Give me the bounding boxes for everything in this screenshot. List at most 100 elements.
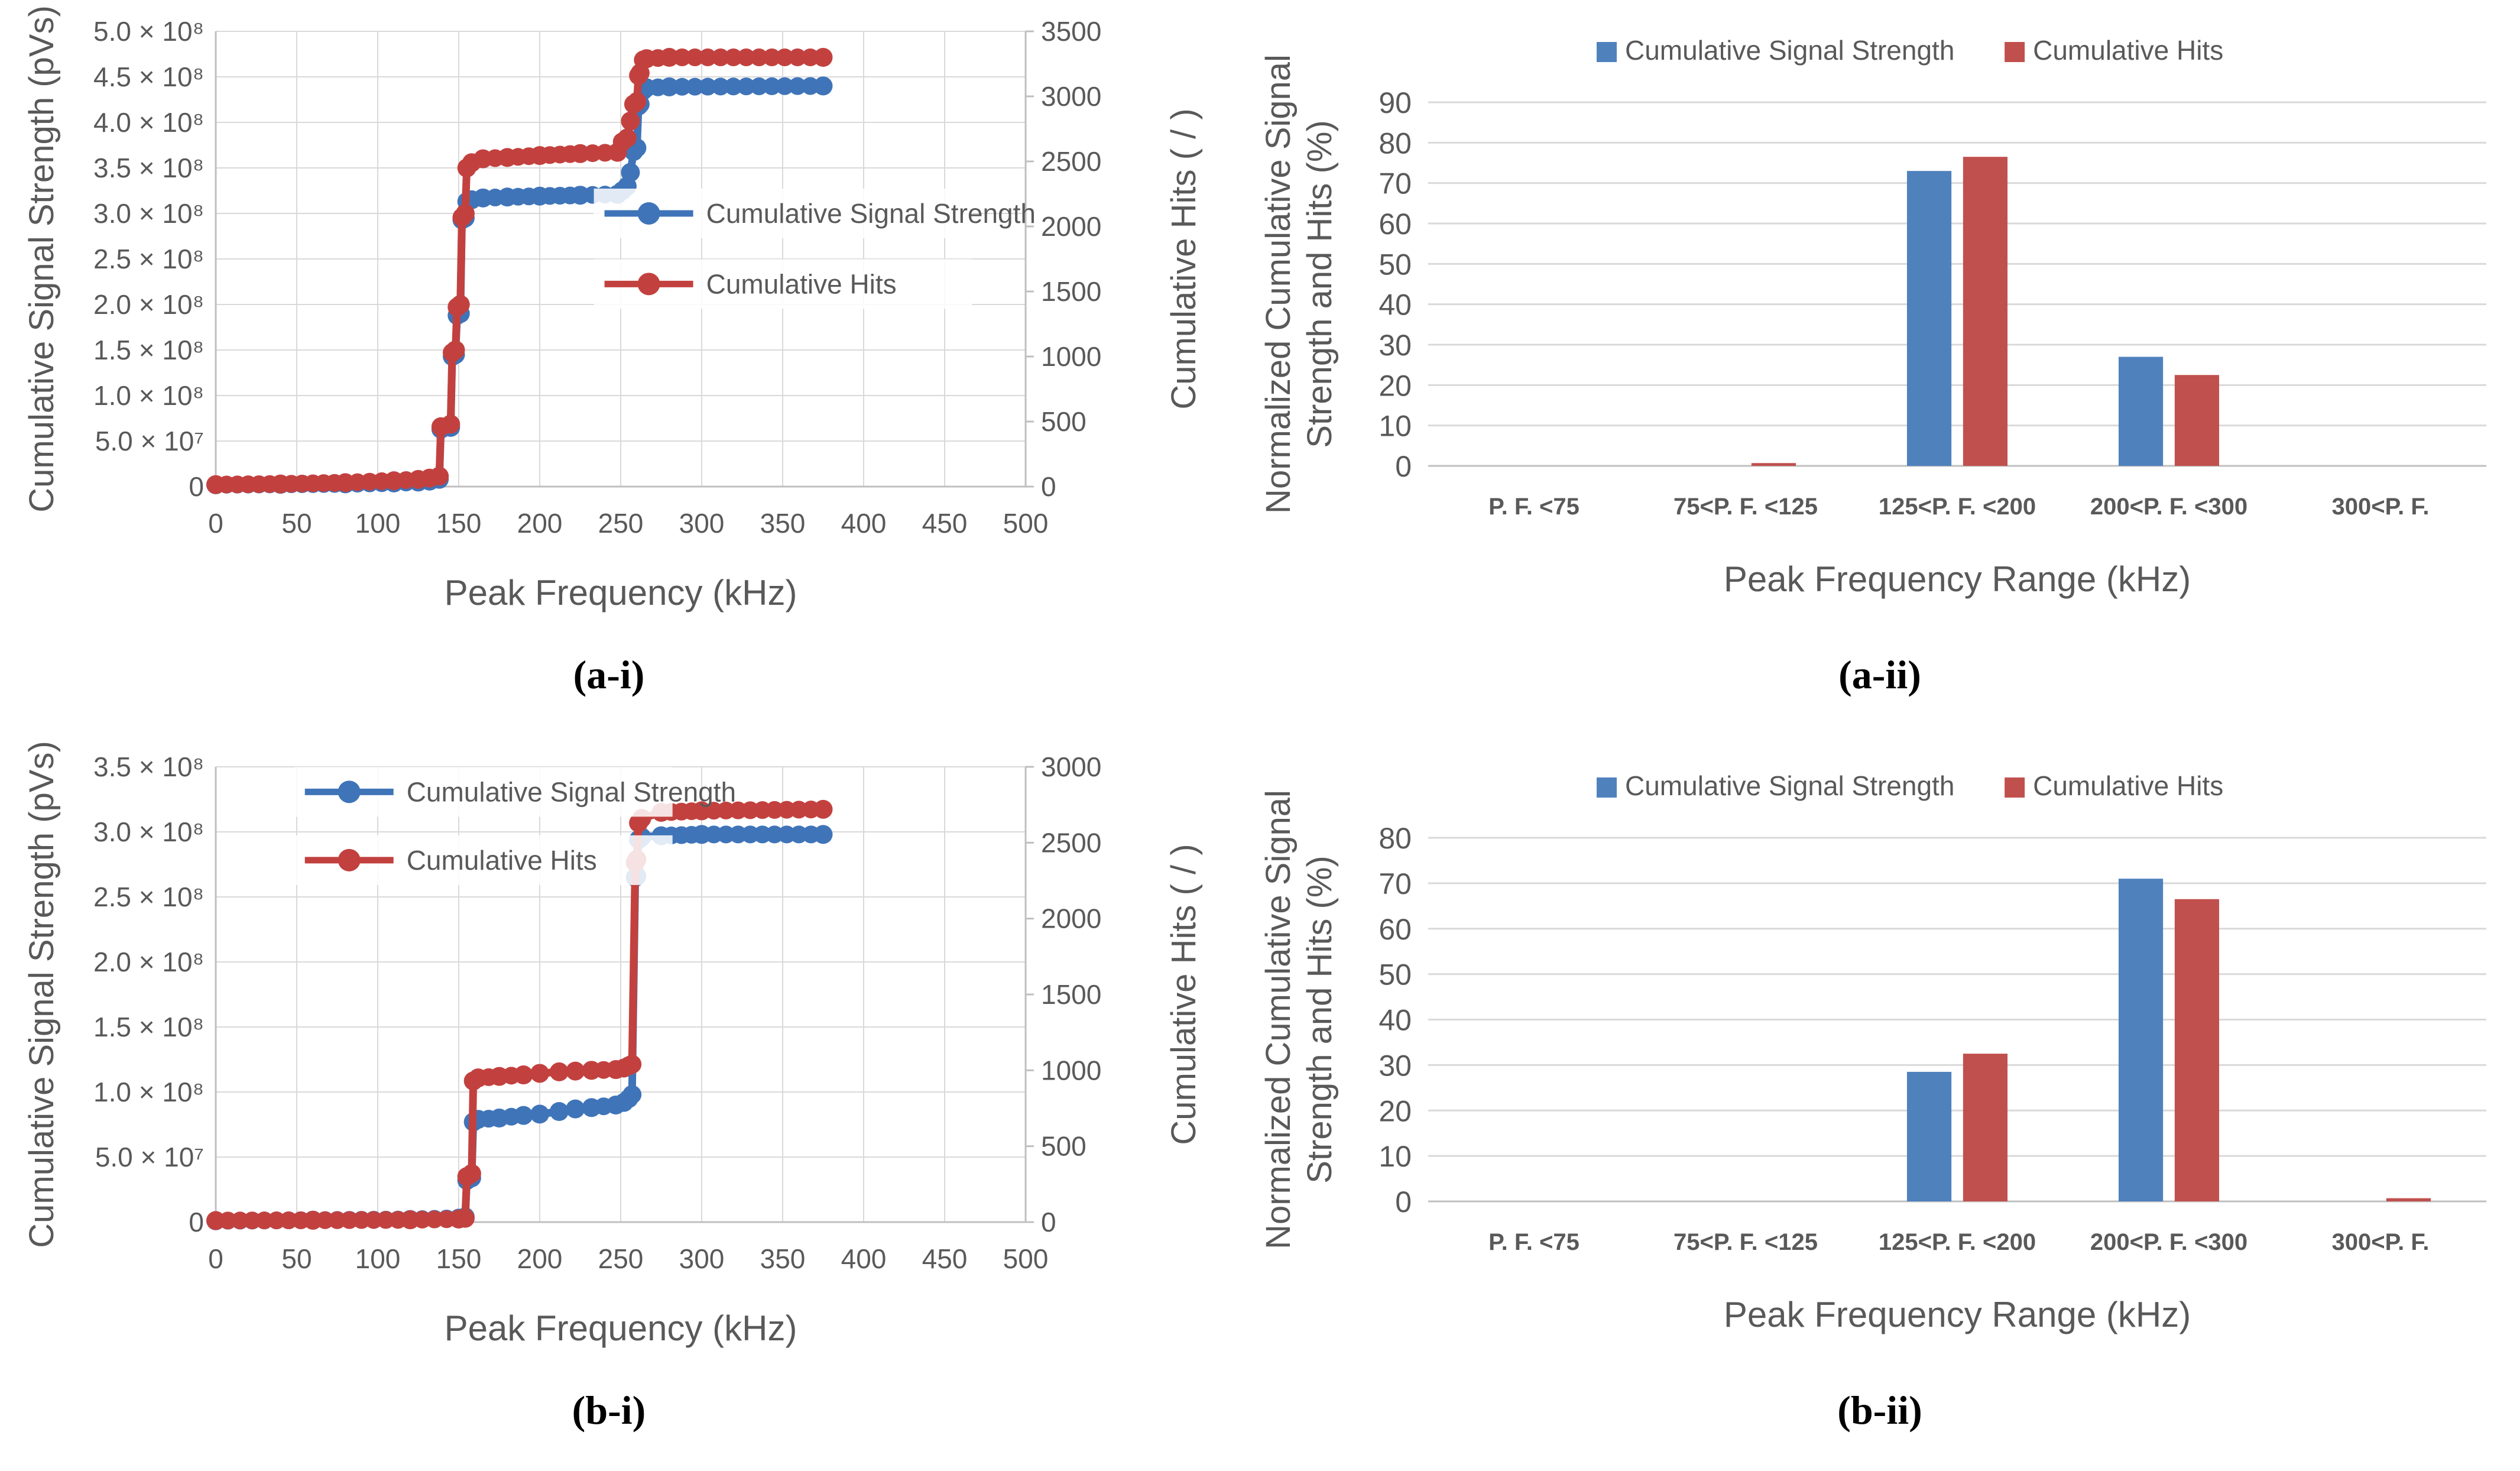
svg-text:3.5 × 10⁸: 3.5 × 10⁸ (93, 153, 204, 183)
svg-text:Cumulative Signal Strength (pV: Cumulative Signal Strength (pVs) (22, 741, 61, 1248)
panel-a-ii: 0 10 20 30 40 50 60 70 80 90 P. F. <75 75<P. F. <12… (1247, 0, 2520, 736)
svg-text:500: 500 (1003, 508, 1049, 539)
svg-text:0: 0 (189, 471, 204, 502)
svg-text:20: 20 (1379, 369, 1412, 402)
svg-text:Normalized Cumulative Signal: Normalized Cumulative Signal (1259, 790, 1298, 1249)
panel-b-ii: 0 10 20 30 40 50 60 70 80 P. F. <75 75<P. F. <125 1… (1247, 736, 2520, 1471)
line-chart-a-i: 0 5.0 × 10⁷ 1.0 × 10⁸ 1.5 × 10⁸ 2.0 × 10⁸ 2.5… (22, 5, 1203, 613)
svg-text:Cumulative Hits ( / ): Cumulative Hits ( / ) (1165, 108, 1203, 409)
line-chart-b-i: 0 5.0 × 10⁷ 1.0 × 10⁸ 1.5 × 10⁸ 2.0 × 10⁸ 2.5… (22, 741, 1203, 1348)
svg-text:20: 20 (1379, 1094, 1412, 1127)
svg-text:300<P. F.: 300<P. F. (2332, 494, 2430, 520)
svg-text:30: 30 (1379, 1049, 1412, 1082)
svg-text:Cumulative Hits: Cumulative Hits (407, 845, 597, 876)
svg-text:100: 100 (355, 1243, 401, 1274)
panel-a-i: 0 5.0 × 10⁷ 1.0 × 10⁸ 1.5 × 10⁸ 2.0 × 10⁸ 2.5… (0, 0, 1247, 736)
svg-text:400: 400 (841, 1243, 887, 1274)
svg-text:250: 250 (598, 508, 644, 539)
svg-text:2.5 × 10⁸: 2.5 × 10⁸ (93, 244, 204, 274)
svg-text:350: 350 (760, 1243, 806, 1274)
panel-b-i: 0 5.0 × 10⁷ 1.0 × 10⁸ 1.5 × 10⁸ 2.0 × 10⁸ 2.5… (0, 736, 1247, 1471)
svg-text:5.0 × 10⁷: 5.0 × 10⁷ (95, 426, 204, 456)
svg-text:Cumulative Signal Strength: Cumulative Signal Strength (1625, 35, 1954, 66)
svg-text:80: 80 (1379, 822, 1412, 855)
svg-text:3500: 3500 (1041, 16, 1101, 47)
svg-text:0: 0 (1395, 450, 1412, 483)
svg-text:Cumulative Hits: Cumulative Hits (2033, 770, 2223, 801)
svg-text:125<P. F. <200: 125<P. F. <200 (1879, 494, 2036, 520)
svg-text:50: 50 (281, 1243, 312, 1274)
svg-text:1000: 1000 (1041, 341, 1101, 372)
svg-text:50: 50 (1379, 248, 1412, 281)
svg-text:Cumulative Signal Strength: Cumulative Signal Strength (1625, 770, 1954, 801)
caption-b-i: (b-i) (572, 1388, 646, 1433)
svg-text:Cumulative Hits: Cumulative Hits (706, 268, 897, 299)
svg-text:400: 400 (841, 508, 887, 539)
svg-text:0: 0 (189, 1207, 204, 1237)
svg-text:P. F. <75: P. F. <75 (1488, 1229, 1580, 1255)
svg-text:70: 70 (1379, 167, 1412, 200)
svg-text:100: 100 (355, 508, 401, 539)
svg-text:2.5 × 10⁸: 2.5 × 10⁸ (93, 882, 204, 912)
svg-text:2.0 × 10⁸: 2.0 × 10⁸ (93, 289, 204, 320)
svg-text:2000: 2000 (1041, 903, 1101, 934)
svg-text:4.0 × 10⁸: 4.0 × 10⁸ (93, 107, 204, 138)
svg-text:200<P. F. <300: 200<P. F. <300 (2090, 494, 2247, 520)
svg-text:30: 30 (1379, 329, 1412, 362)
svg-text:1.5 × 10⁸: 1.5 × 10⁸ (93, 335, 204, 365)
svg-text:70: 70 (1379, 867, 1412, 900)
svg-text:90: 90 (1379, 86, 1412, 119)
svg-text:1500: 1500 (1041, 276, 1101, 307)
svg-text:Normalized Cumulative Signal: Normalized Cumulative Signal (1259, 54, 1298, 514)
svg-text:500: 500 (1041, 406, 1087, 437)
svg-text:50: 50 (281, 508, 312, 539)
svg-text:0: 0 (208, 508, 223, 539)
svg-text:10: 10 (1379, 1140, 1412, 1173)
svg-text:300: 300 (679, 508, 725, 539)
svg-text:40: 40 (1379, 1004, 1412, 1037)
svg-text:150: 150 (436, 508, 482, 539)
svg-text:60: 60 (1379, 913, 1412, 946)
svg-text:250: 250 (598, 1243, 644, 1274)
svg-text:0: 0 (1395, 1185, 1412, 1219)
svg-text:4.5 × 10⁸: 4.5 × 10⁸ (93, 61, 204, 92)
bar-chart-b-ii: 0 10 20 30 40 50 60 70 80 P. F. <75 75<P. F. <125 1… (1259, 770, 2486, 1334)
svg-text:50: 50 (1379, 958, 1412, 992)
svg-text:3.0 × 10⁸: 3.0 × 10⁸ (93, 198, 204, 229)
svg-text:450: 450 (922, 508, 968, 539)
svg-text:Cumulative Signal Strength: Cumulative Signal Strength (407, 776, 736, 807)
svg-text:300<P. F.: 300<P. F. (2332, 1229, 2430, 1255)
svg-text:75<P. F. <125: 75<P. F. <125 (1673, 494, 1818, 520)
svg-text:Peak Frequency (kHz): Peak Frequency (kHz) (445, 1308, 797, 1348)
svg-text:0: 0 (208, 1243, 223, 1274)
svg-text:Strength and Hits (%): Strength and Hits (%) (1300, 120, 1339, 448)
svg-text:0: 0 (1041, 1207, 1056, 1237)
svg-text:1.0 × 10⁸: 1.0 × 10⁸ (93, 1077, 204, 1107)
svg-text:125<P. F. <200: 125<P. F. <200 (1879, 1229, 2036, 1255)
svg-text:Cumulative Signal Strength: Cumulative Signal Strength (706, 198, 1036, 229)
svg-text:1.5 × 10⁸: 1.5 × 10⁸ (93, 1012, 204, 1042)
svg-text:Peak Frequency (kHz): Peak Frequency (kHz) (445, 573, 797, 613)
svg-text:350: 350 (760, 508, 806, 539)
svg-text:3.5 × 10⁸: 3.5 × 10⁸ (93, 751, 204, 782)
svg-text:1.0 × 10⁸: 1.0 × 10⁸ (93, 380, 204, 411)
svg-text:P. F. <75: P. F. <75 (1488, 494, 1580, 520)
caption-a-i: (a-i) (573, 652, 645, 697)
svg-text:75<P. F. <125: 75<P. F. <125 (1673, 1229, 1818, 1255)
svg-text:3000: 3000 (1041, 81, 1101, 112)
svg-text:80: 80 (1379, 127, 1412, 160)
svg-text:60: 60 (1379, 208, 1412, 241)
svg-text:200<P. F. <300: 200<P. F. <300 (2090, 1229, 2247, 1255)
svg-text:10: 10 (1379, 410, 1412, 443)
svg-text:450: 450 (922, 1243, 968, 1274)
svg-text:1500: 1500 (1041, 979, 1101, 1010)
svg-text:40: 40 (1379, 289, 1412, 322)
svg-text:Cumulative Signal Strength (pV: Cumulative Signal Strength (pVs) (22, 5, 61, 513)
svg-text:5.0 × 10⁸: 5.0 × 10⁸ (93, 16, 204, 47)
svg-text:Peak Frequency Range (kHz): Peak Frequency Range (kHz) (1724, 559, 2191, 599)
svg-text:500: 500 (1041, 1131, 1087, 1162)
svg-text:500: 500 (1003, 1243, 1049, 1274)
svg-text:Strength and Hits (%): Strength and Hits (%) (1300, 856, 1339, 1183)
svg-text:150: 150 (436, 1243, 482, 1274)
